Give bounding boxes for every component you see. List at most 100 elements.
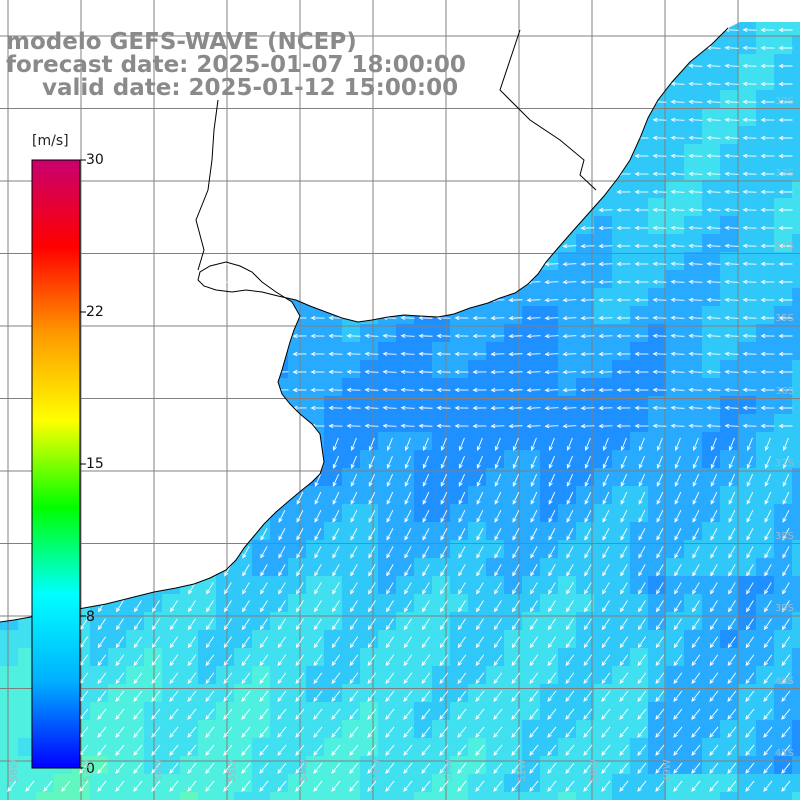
arrow-head (760, 189, 766, 195)
wind-arrow (580, 351, 595, 357)
arrow-shaft (745, 636, 755, 648)
field-cell (54, 774, 72, 792)
wind-arrow (278, 528, 286, 541)
arrow-shaft (152, 600, 160, 612)
arrow-shaft (530, 546, 538, 558)
wind-arrow (512, 509, 520, 523)
arrow-head (314, 553, 319, 559)
arrow-shaft (671, 317, 685, 319)
arrow-shaft (725, 317, 739, 319)
wind-arrow (458, 455, 465, 469)
arrow-head (652, 117, 658, 123)
wind-arrow (760, 99, 775, 105)
field-cell (720, 648, 738, 666)
field-cell (306, 360, 324, 378)
arrow-head (724, 333, 730, 339)
arrow-shaft (584, 618, 592, 630)
arrow-head (511, 643, 517, 649)
field-cell (612, 666, 630, 684)
wind-arrow (400, 405, 415, 410)
arrow-shaft (295, 654, 305, 666)
field-cell (504, 558, 522, 576)
field-cell (486, 720, 504, 738)
arrow-head (385, 625, 391, 631)
arrow-head (418, 423, 424, 429)
arrow-shaft (241, 654, 251, 666)
field-cell (774, 666, 792, 684)
field-cell (756, 702, 774, 720)
arrow-head (580, 405, 586, 411)
field-cell (288, 360, 306, 378)
arrow-shaft (206, 618, 214, 630)
arrow-head (404, 571, 409, 577)
field-cell (216, 792, 234, 800)
wind-arrow (580, 297, 595, 303)
field-cell (378, 522, 396, 540)
wind-arrow (652, 369, 667, 375)
field-cell (702, 738, 720, 756)
arrow-shaft (368, 528, 376, 540)
field-cell (792, 252, 800, 270)
field-cell (756, 18, 774, 36)
wind-arrow (601, 636, 611, 649)
field-cell (360, 414, 378, 432)
arrow-head (619, 625, 625, 631)
arrow-head (490, 315, 496, 321)
field-cell (288, 576, 306, 594)
wind-arrow (583, 600, 592, 613)
wind-arrow (404, 564, 412, 577)
arrow-head (760, 297, 766, 303)
field-cell (540, 378, 558, 396)
wind-arrow (724, 423, 739, 429)
arrow-shaft (365, 335, 379, 337)
arrow-head (548, 463, 553, 469)
arrow-head (292, 369, 298, 375)
arrow-shaft (351, 455, 357, 469)
field-cell (576, 270, 594, 288)
arrow-shaft (692, 546, 700, 558)
arrow-head (598, 261, 604, 267)
field-cell (450, 594, 468, 612)
wind-arrow (760, 117, 775, 123)
wind-arrow (727, 654, 737, 667)
arrow-shaft (707, 425, 721, 427)
arrow-shaft (728, 528, 736, 540)
arrow-shaft (331, 636, 341, 648)
arrow-shaft (725, 155, 739, 157)
field-cell (630, 558, 648, 576)
field-cell (756, 630, 774, 648)
field-cell (306, 792, 324, 800)
arrow-head (332, 571, 337, 577)
arrow-head (296, 589, 301, 595)
field-cell (558, 342, 576, 360)
wind-arrow (457, 618, 466, 631)
arrow-head (602, 517, 607, 523)
wind-arrow (688, 153, 703, 158)
wind-arrow (691, 654, 701, 667)
wind-arrow (422, 491, 430, 505)
arrow-head (634, 279, 640, 285)
field-cell (612, 414, 630, 432)
arrow-shaft (620, 564, 628, 576)
arrow-head (454, 369, 460, 375)
wind-arrow (670, 315, 685, 321)
arrow-head (724, 225, 730, 231)
field-cell (774, 360, 792, 378)
arrow-head (760, 387, 766, 393)
arrow-head (670, 369, 676, 375)
arrow-head (619, 661, 624, 667)
field-cell (162, 594, 180, 612)
arrow-head (674, 589, 679, 595)
field-cell (594, 216, 612, 234)
field-cell (594, 306, 612, 324)
field-cell (684, 360, 702, 378)
arrow-shaft (350, 491, 358, 505)
arrow-head (457, 625, 463, 631)
arrow-shaft (152, 618, 160, 630)
field-cell (432, 378, 450, 396)
arrow-shaft (386, 564, 394, 576)
arrow-head (404, 481, 409, 487)
arrow-shaft (278, 564, 286, 576)
field-cell (252, 666, 270, 684)
arrow-head (530, 446, 535, 451)
